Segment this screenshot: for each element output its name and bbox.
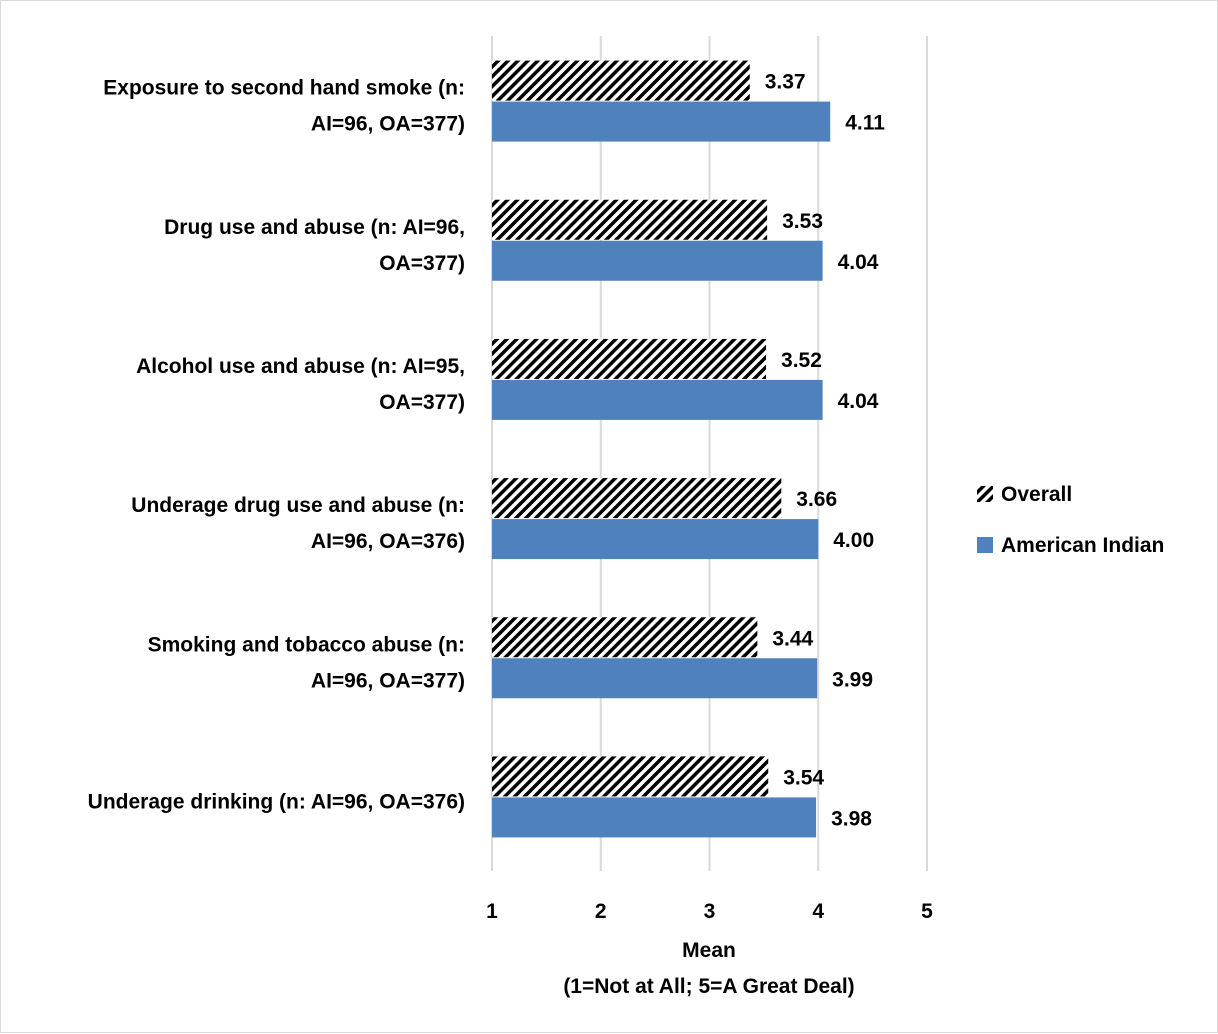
data-label: 3.66 xyxy=(796,488,837,511)
bar-overall xyxy=(492,199,768,240)
x-axis-ticks: 1 2 3 4 5 xyxy=(486,900,933,923)
x-tick-label: 5 xyxy=(921,900,933,923)
data-labels: 3.37 4.11 3.53 4.04 3.52 4.04 3.66 4.00 3.44 3.99… xyxy=(765,71,886,831)
category-label: AI=96, OA=376) xyxy=(311,530,465,553)
data-label: 3.54 xyxy=(783,766,824,789)
bar-american-indian xyxy=(492,658,818,699)
bar-overall xyxy=(492,756,769,797)
data-label: 4.11 xyxy=(845,112,885,135)
bar-american-indian xyxy=(492,519,819,560)
data-label: 3.99 xyxy=(832,668,873,691)
bar-overall xyxy=(492,478,782,519)
category-label: Underage drug use and abuse (n: xyxy=(131,494,465,517)
x-tick-label: 1 xyxy=(486,900,498,923)
x-tick-label: 4 xyxy=(812,900,824,923)
category-labels: Exposure to second hand smoke (n: AI=96, … xyxy=(88,77,465,814)
data-label: 4.04 xyxy=(838,390,879,413)
category-label: Underage drinking (n: AI=96, OA=376) xyxy=(88,790,465,813)
bar-overall xyxy=(492,60,750,101)
category-label: OA=377) xyxy=(379,252,465,275)
data-label: 3.37 xyxy=(765,71,806,94)
category-label: Alcohol use and abuse (n: AI=95, xyxy=(136,355,465,378)
data-label: 3.53 xyxy=(782,210,823,233)
x-tick-label: 3 xyxy=(704,900,716,923)
legend-swatch-overall xyxy=(977,486,993,502)
data-label: 3.98 xyxy=(831,807,872,830)
x-tick-label: 2 xyxy=(595,900,607,923)
x-axis-subtitle: (1=Not at All; 5=A Great Deal) xyxy=(563,975,854,998)
category-label: Drug use and abuse (n: AI=96, xyxy=(164,216,465,239)
category-label: AI=96, OA=377) xyxy=(311,669,465,692)
bar-american-indian xyxy=(492,240,823,281)
legend-label-overall: Overall xyxy=(1001,483,1072,506)
bar-american-indian xyxy=(492,797,817,838)
category-label: AI=96, OA=377) xyxy=(311,113,465,136)
legend: Overall American Indian xyxy=(977,483,1164,557)
legend-swatch-american-indian xyxy=(977,537,993,553)
gridlines xyxy=(491,36,928,871)
bar-american-indian xyxy=(492,101,831,142)
bar-overall xyxy=(492,617,758,658)
bars xyxy=(492,60,831,838)
category-label: Exposure to second hand smoke (n: xyxy=(103,77,465,100)
bar-american-indian xyxy=(492,379,823,420)
legend-label-american-indian: American Indian xyxy=(1001,534,1164,557)
data-label: 3.44 xyxy=(772,627,813,650)
x-axis-title: Mean xyxy=(682,939,736,962)
data-label: 4.04 xyxy=(838,251,879,274)
x-axis-title: Mean (1=Not at All; 5=A Great Deal) xyxy=(563,939,854,998)
bar-overall xyxy=(492,338,767,379)
data-label: 3.52 xyxy=(781,349,822,372)
category-label: OA=377) xyxy=(379,391,465,414)
category-label: Smoking and tobacco abuse (n: xyxy=(148,633,465,656)
data-label: 4.00 xyxy=(833,529,874,552)
